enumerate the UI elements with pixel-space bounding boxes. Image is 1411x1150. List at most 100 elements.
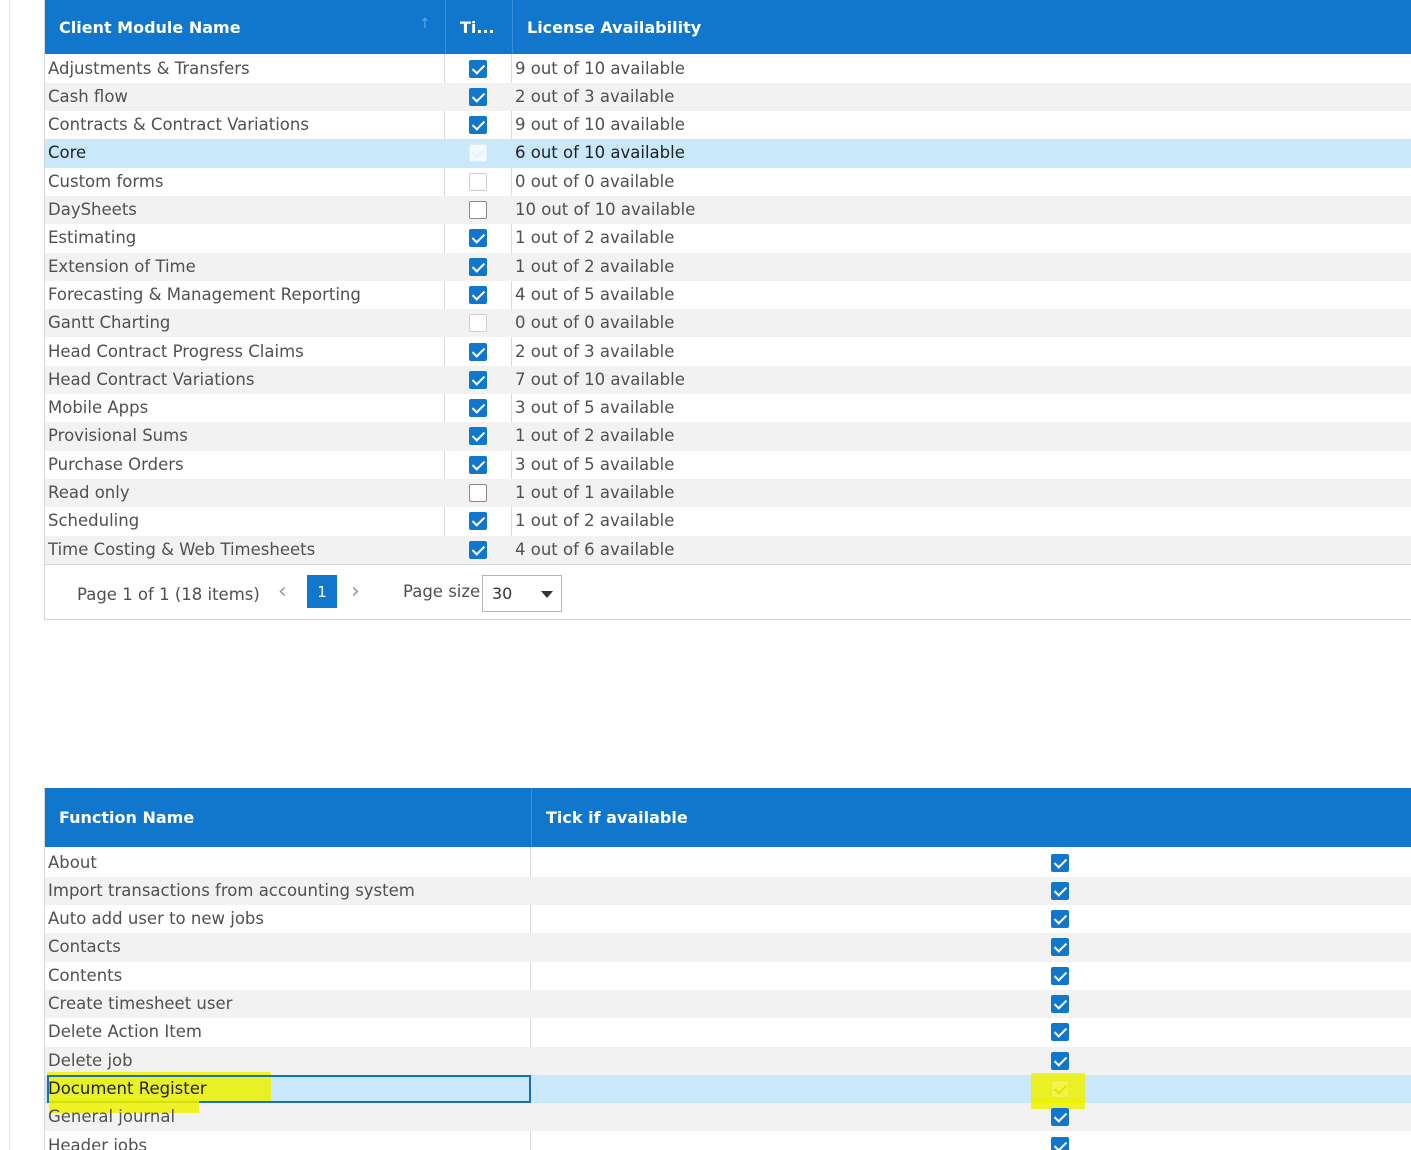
- pager: Page 1 of 1 (18 items) ‹ 1 › Page size: …: [45, 564, 1411, 619]
- table-row[interactable]: Delete Action Item: [45, 1018, 1411, 1046]
- table-row[interactable]: Cash flow 2 out of 3 available: [45, 82, 1411, 112]
- license-availability: 9 out of 10 available: [515, 58, 685, 78]
- table-row[interactable]: Custom forms 0 out of 0 available: [45, 168, 1411, 196]
- table-row-selected[interactable]: Document Register: [45, 1071, 1411, 1110]
- module-name: Estimating: [48, 228, 137, 248]
- header-license-availability[interactable]: License Availability: [512, 0, 1411, 54]
- module-checkbox-disabled: [469, 144, 487, 163]
- header-tick[interactable]: Ti...: [445, 0, 512, 54]
- table-row[interactable]: Head Contract Variations 7 out of 10 ava…: [45, 365, 1411, 395]
- table-row[interactable]: Create timesheet user: [45, 990, 1411, 1019]
- function-checkbox[interactable]: [1051, 910, 1069, 929]
- table-row[interactable]: General journal: [45, 1099, 1411, 1132]
- table-row[interactable]: About: [45, 849, 1411, 877]
- next-page-icon[interactable]: ›: [351, 579, 360, 604]
- module-checkbox[interactable]: [469, 59, 487, 78]
- module-checkbox[interactable]: [469, 540, 487, 559]
- column-divider: [511, 54, 512, 564]
- column-divider: [444, 54, 445, 564]
- table-row[interactable]: Gantt Charting 0 out of 0 available: [45, 309, 1411, 338]
- table-row[interactable]: Extension of Time 1 out of 2 available: [45, 252, 1411, 281]
- function-checkbox[interactable]: [1051, 1079, 1069, 1098]
- module-checkbox[interactable]: [469, 229, 487, 248]
- module-checkbox[interactable]: [469, 512, 487, 531]
- table-row[interactable]: Delete job: [45, 1046, 1411, 1075]
- table-row-selected[interactable]: Core 6 out of 10 available: [45, 139, 1411, 168]
- highlighter-mark: [49, 1099, 199, 1114]
- module-name: Scheduling: [48, 511, 140, 531]
- function-name: Contents: [48, 965, 123, 985]
- prev-page-icon[interactable]: ‹: [278, 579, 287, 604]
- module-checkbox[interactable]: [469, 285, 487, 304]
- module-checkbox-disabled: [469, 172, 487, 191]
- function-checkbox[interactable]: [1051, 1136, 1069, 1150]
- table-row[interactable]: Contents: [45, 962, 1411, 990]
- header-client-module-name-label: Client Module Name: [59, 17, 241, 37]
- function-name: Header jobs: [48, 1135, 148, 1150]
- sort-arrow-icon[interactable]: ↑: [419, 16, 431, 32]
- license-availability: 2 out of 3 available: [515, 341, 675, 361]
- function-name: Import transactions from accounting syst…: [48, 880, 415, 900]
- function-checkbox[interactable]: [1051, 966, 1069, 985]
- module-checkbox[interactable]: [469, 399, 487, 418]
- table-row[interactable]: Scheduling 1 out of 2 available: [45, 507, 1411, 535]
- table-row[interactable]: Provisional Sums 1 out of 2 available: [45, 422, 1411, 451]
- module-checkbox[interactable]: [469, 484, 487, 502]
- table-row[interactable]: Contracts & Contract Variations 9 out of…: [45, 111, 1411, 139]
- license-availability: 3 out of 5 available: [515, 398, 675, 418]
- module-checkbox[interactable]: [469, 427, 487, 446]
- header-function-name[interactable]: Function Name: [59, 808, 195, 827]
- module-checkbox[interactable]: [469, 370, 487, 389]
- function-checkbox[interactable]: [1051, 1023, 1069, 1042]
- function-name: Contacts: [48, 937, 121, 957]
- function-checkbox[interactable]: [1051, 938, 1069, 957]
- function-checkbox[interactable]: [1051, 1051, 1069, 1070]
- module-name: Core: [48, 143, 87, 163]
- module-name: DaySheets: [48, 200, 137, 219]
- license-availability: 1 out of 2 available: [515, 426, 675, 446]
- header-tick-if-available[interactable]: Tick if available: [531, 788, 1411, 847]
- module-name: Cash flow: [48, 86, 128, 106]
- table-row[interactable]: Auto add user to new jobs: [45, 905, 1411, 933]
- function-checkbox[interactable]: [1051, 853, 1069, 872]
- page-size-select[interactable]: 30: [482, 575, 562, 612]
- table-row[interactable]: Mobile Apps 3 out of 5 available: [45, 394, 1411, 422]
- license-availability: 6 out of 10 available: [515, 143, 685, 163]
- license-availability: 1 out of 2 available: [515, 511, 675, 531]
- module-checkbox[interactable]: [469, 342, 487, 361]
- function-checkbox[interactable]: [1051, 881, 1069, 900]
- highlighter-mark: [47, 1071, 271, 1104]
- header-client-module-name[interactable]: Client Module Name ↑: [45, 0, 445, 54]
- function-checkbox[interactable]: [1051, 1108, 1069, 1127]
- module-checkbox[interactable]: [469, 455, 487, 474]
- module-checkbox[interactable]: [469, 87, 487, 106]
- module-checkbox[interactable]: [469, 257, 487, 276]
- module-name: Head Contract Progress Claims: [48, 341, 304, 361]
- function-checkbox[interactable]: [1051, 995, 1069, 1013]
- table-row[interactable]: Adjustments & Transfers 9 out of 10 avai…: [45, 55, 1411, 83]
- table-row[interactable]: Purchase Orders 3 out of 5 available: [45, 451, 1411, 479]
- client-modules-grid: Client Module Name ↑ Ti... License Avail…: [44, 0, 1411, 620]
- module-checkbox[interactable]: [469, 201, 487, 219]
- function-name: Delete Action Item: [48, 1022, 202, 1042]
- highlighter-mark: [1031, 1099, 1085, 1110]
- table-row[interactable]: Time Costing & Web Timesheets 4 out of 6…: [45, 535, 1411, 564]
- page-number-button[interactable]: 1: [307, 575, 337, 608]
- table-row[interactable]: DaySheets 10 out of 10 available: [45, 196, 1411, 225]
- license-availability: 4 out of 5 available: [515, 284, 675, 304]
- table-row[interactable]: Read only 1 out of 1 available: [45, 479, 1411, 508]
- table-row[interactable]: Forecasting & Management Reporting 4 out…: [45, 281, 1411, 309]
- function-name: Create timesheet user: [48, 994, 233, 1013]
- table-row[interactable]: Contacts: [45, 933, 1411, 962]
- license-availability: 1 out of 2 available: [515, 228, 675, 248]
- module-checkbox[interactable]: [469, 116, 487, 135]
- table-row[interactable]: Header jobs: [45, 1132, 1411, 1150]
- license-availability: 0 out of 0 available: [515, 313, 675, 333]
- table-row[interactable]: Estimating 1 out of 2 available: [45, 224, 1411, 252]
- module-name: Mobile Apps: [48, 398, 149, 418]
- table-row[interactable]: Head Contract Progress Claims 2 out of 3…: [45, 338, 1411, 366]
- table-row[interactable]: Import transactions from accounting syst…: [45, 876, 1411, 906]
- chevron-down-icon: [541, 591, 553, 598]
- module-name: Custom forms: [48, 171, 164, 191]
- module-name: Contracts & Contract Variations: [48, 115, 309, 135]
